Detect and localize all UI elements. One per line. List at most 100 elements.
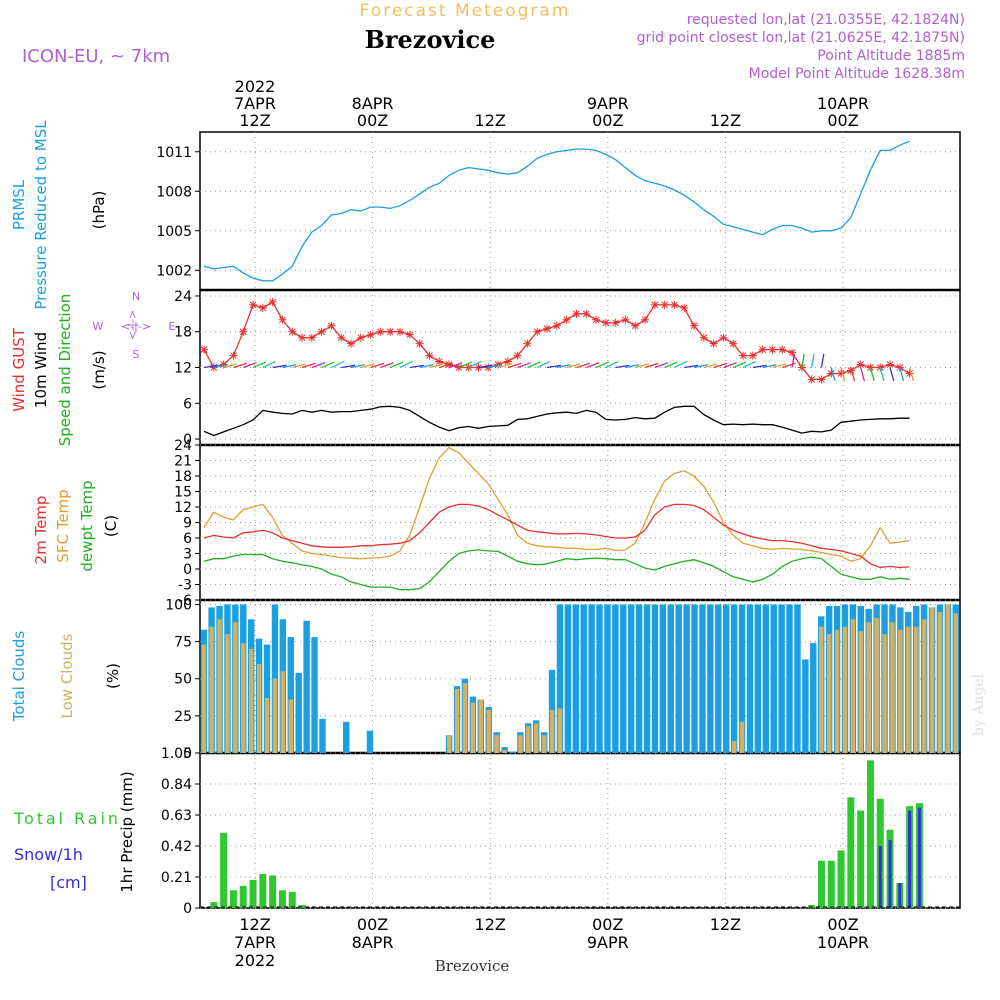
y-tick-label: 0.42 <box>161 839 192 855</box>
gust-marker <box>415 339 424 348</box>
gust-marker <box>396 327 405 336</box>
gust-marker <box>503 357 512 366</box>
total-cloud-bar <box>730 604 738 753</box>
wind-direction-arrow <box>801 353 805 368</box>
wind-direction-arrow <box>409 364 424 369</box>
sfc-temp-line <box>203 446 910 562</box>
low-cloud-bar <box>526 726 531 753</box>
wind-direction-arrow <box>742 360 756 369</box>
rain-bar <box>239 885 247 908</box>
low-cloud-bar <box>731 741 737 753</box>
bottom-time-label: 7APR <box>234 933 276 952</box>
total-cloud-bar <box>311 637 318 753</box>
wind-direction-arrow <box>899 367 905 382</box>
gust-marker <box>856 360 865 369</box>
snow-bar <box>917 807 921 908</box>
total-cloud-bar <box>319 718 326 753</box>
gust-marker <box>239 327 248 336</box>
low-cloud-bar <box>209 626 214 753</box>
y-tick-label: -3 <box>178 578 192 594</box>
gust-marker <box>739 351 748 360</box>
compass-w: W <box>93 320 104 333</box>
wind-direction-arrow <box>252 361 267 369</box>
wind-direction-arrow <box>507 362 522 369</box>
top-time-label: 2022 <box>235 77 276 96</box>
gust-marker <box>494 360 503 369</box>
wind-direction-arrow <box>213 364 228 369</box>
gust-marker <box>229 351 238 360</box>
snow-bar <box>898 882 902 908</box>
pressure-unit: (hPa) <box>90 191 108 230</box>
low-cloud-bar <box>454 689 460 753</box>
gust-marker <box>523 339 532 348</box>
dew-label: dewpt Temp <box>78 480 96 571</box>
total-cloud-bar <box>778 604 785 753</box>
bottom-time-label: 12Z <box>710 915 741 934</box>
gust-marker <box>572 309 581 318</box>
wind-direction-arrow <box>703 363 718 369</box>
gust-marker <box>827 369 836 378</box>
low-cloud-bar <box>819 626 824 753</box>
compass-s: S <box>133 348 140 361</box>
temp-2m-line <box>203 503 910 569</box>
low-cloud-bar <box>280 671 286 753</box>
low-cloud-bar <box>217 619 222 753</box>
snow-bar <box>908 810 912 908</box>
gust-marker <box>298 333 307 342</box>
gust-marker <box>709 339 718 348</box>
compass-rose: W <-|-> <-|-> N S E <box>93 290 176 361</box>
total-cloud-bar <box>754 604 762 753</box>
bottom-time-label: 00Z <box>592 915 623 934</box>
low-cloud-bar <box>534 723 539 753</box>
rain-bar <box>288 891 296 908</box>
wind-direction-arrow <box>389 361 404 369</box>
wind-direction-arrow <box>536 360 551 369</box>
model-altitude: Model Point Altitude 1628.38m <box>749 66 965 82</box>
total-cloud-bar <box>802 659 809 753</box>
low-cloud-bar <box>858 631 863 753</box>
gust-marker <box>533 327 542 336</box>
rain-bar <box>817 860 825 908</box>
low-cloud-bar <box>494 735 499 753</box>
wind-direction-arrow <box>262 360 276 369</box>
rain-bar <box>278 890 286 908</box>
sfc-label: SFC Temp <box>54 489 72 562</box>
y-tick-label: 15 <box>174 485 192 501</box>
snow-label: Snow/1h <box>14 845 83 864</box>
gust-marker <box>307 333 316 342</box>
temp-label: 2m Temp <box>32 496 50 565</box>
y-tick-label: 9 <box>183 516 192 532</box>
wind-direction-arrow <box>605 360 619 369</box>
gust-marker <box>729 339 738 348</box>
low-cloud-bar <box>241 643 246 753</box>
wind-direction-arrow <box>762 364 777 369</box>
y-tick-label: 25 <box>174 709 192 725</box>
total-cloud-bar <box>715 604 722 753</box>
gust-marker <box>817 375 826 384</box>
gust-marker <box>837 369 846 378</box>
total-cloud-bar <box>683 604 690 753</box>
top-time-label: 7APR <box>234 94 276 113</box>
gust-marker <box>513 351 522 360</box>
wind-direction-arrow <box>576 362 591 369</box>
y-tick-label: 1005 <box>156 224 192 240</box>
wind-direction-arrow <box>723 362 737 369</box>
wind-direction-arrow <box>321 361 335 369</box>
forecast-title: Forecast Meteogram <box>360 1 571 21</box>
wind-direction-arrow <box>546 364 561 369</box>
bottom-time-label: 2022 <box>235 951 276 970</box>
low-cloud-bar <box>739 721 745 753</box>
gust-marker <box>552 321 561 330</box>
low-cloud-bar <box>233 622 238 753</box>
y-tick-label: 1.05 <box>161 746 192 762</box>
wind-unit: (m/s) <box>90 350 108 389</box>
total-cloud-bar <box>762 604 769 753</box>
rain-bar <box>210 902 218 908</box>
y-tick-label: 24 <box>174 289 192 305</box>
total-cloud-bar <box>723 604 730 753</box>
wind-label: 10m Wind <box>32 332 50 408</box>
low-cloud-bar <box>890 622 895 753</box>
gust-marker <box>670 300 679 309</box>
gridpoint-coords: grid point closest lon,lat (21.0625E, 42… <box>637 30 965 46</box>
